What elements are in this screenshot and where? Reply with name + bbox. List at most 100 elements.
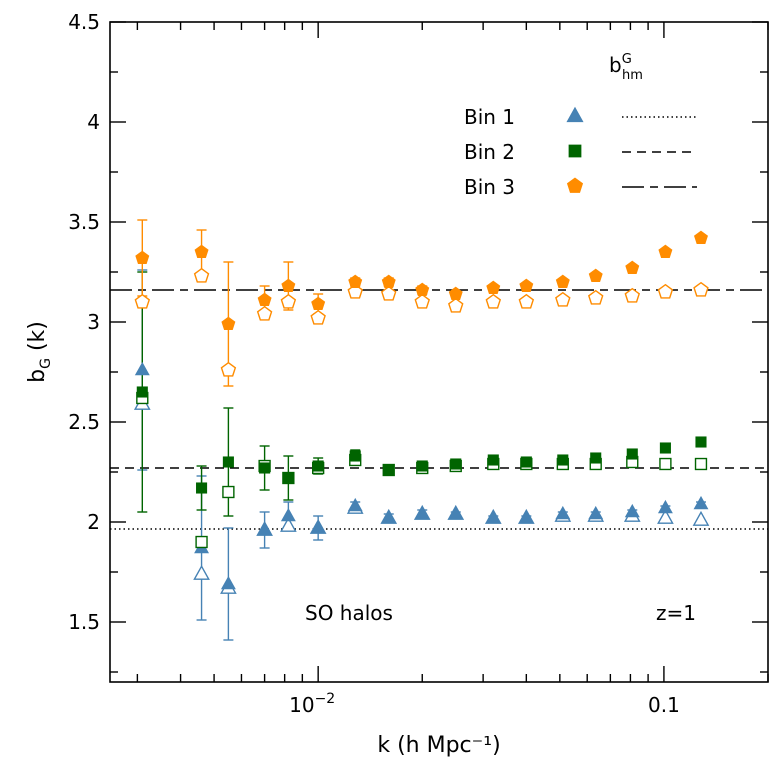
data-point-filled <box>282 472 294 484</box>
data-point-filled <box>257 521 273 536</box>
legend-label-bin-1: Bin 1 <box>464 105 515 129</box>
data-point-open <box>220 361 237 377</box>
data-point-filled <box>487 454 499 466</box>
data-point-open <box>587 289 604 305</box>
data-point-filled <box>281 278 296 292</box>
data-point-filled <box>485 509 501 524</box>
data-point-filled <box>624 503 640 518</box>
data-point-filled <box>519 278 534 292</box>
error-bars-layer <box>137 219 706 641</box>
data-point-open <box>694 457 708 471</box>
data-point-filled <box>347 497 363 512</box>
data-point-filled <box>625 260 640 274</box>
data-point-filled <box>196 482 208 494</box>
data-point-open <box>134 293 151 309</box>
reference-lines-layer <box>110 289 768 530</box>
data-point-open <box>448 297 464 313</box>
data-point-filled <box>657 499 673 514</box>
data-point-filled <box>259 462 271 474</box>
legend-marker-bin-1 <box>566 106 584 123</box>
data-point-open <box>518 293 535 309</box>
data-point-filled <box>310 519 326 534</box>
data-point-filled <box>136 386 148 398</box>
data-point-filled <box>695 436 707 448</box>
data-point-open <box>380 285 397 301</box>
y-tick-label: 2 <box>87 510 100 534</box>
data-point-open <box>193 267 210 283</box>
y-tick-label: 3 <box>87 310 100 334</box>
axis-text-layer: 1.5 2 2.5 3 3.5 4 4.5 10−2 0.1 k (h Mpc⁻¹) bG (k) S… <box>25 10 696 758</box>
legend-marker-bin-3 <box>566 177 584 193</box>
data-point-filled <box>194 244 209 258</box>
x-tick-label: 10−2 <box>289 691 335 717</box>
data-point-open <box>222 485 235 499</box>
y-tick-label: 4.5 <box>68 10 100 34</box>
data-point-filled <box>416 460 428 472</box>
legend-marker-bin-2 <box>568 144 582 158</box>
y-tick-label: 3.5 <box>68 210 100 234</box>
data-point-open <box>659 457 672 471</box>
data-point-filled <box>220 575 236 590</box>
annotation-halo-type: SO halos <box>305 601 393 625</box>
legend: bG hm Bin 1 Bin 2 Bin 3 <box>464 52 697 199</box>
data-point-filled <box>555 505 571 520</box>
data-point-filled <box>134 361 150 376</box>
x-tick-label: 0.1 <box>648 693 680 717</box>
data-point-filled <box>450 458 462 470</box>
data-point-open <box>256 305 273 321</box>
data-point-filled <box>414 505 430 520</box>
data-point-filled <box>694 230 708 244</box>
data-point-filled <box>693 495 709 510</box>
data-point-filled <box>590 452 602 464</box>
data-point-open <box>280 293 297 309</box>
points-layer <box>133 230 710 594</box>
data-point-filled <box>257 292 272 306</box>
data-point-filled <box>135 250 150 264</box>
y-tick-label: 1.5 <box>68 610 100 634</box>
legend-label-bin-3: Bin 3 <box>464 175 515 199</box>
data-point-open <box>414 293 430 309</box>
data-point-filled <box>626 448 638 460</box>
data-point-open <box>485 293 502 309</box>
data-point-filled <box>448 505 464 520</box>
y-axis-label: bG (k) <box>25 321 54 383</box>
data-point-open <box>692 510 710 526</box>
data-point-filled <box>222 456 234 468</box>
data-point-filled <box>312 460 324 472</box>
data-point-open <box>193 564 210 580</box>
data-point-filled <box>415 282 430 296</box>
data-point-filled <box>520 456 532 468</box>
legend-label-bin-2: Bin 2 <box>464 140 515 164</box>
data-point-filled <box>659 442 671 454</box>
data-point-filled <box>381 509 397 524</box>
data-point-filled <box>280 507 296 522</box>
data-point-open <box>310 309 326 325</box>
data-point-filled <box>588 505 604 520</box>
data-point-filled <box>448 286 463 300</box>
data-point-filled <box>486 280 501 294</box>
data-point-open <box>280 516 297 532</box>
data-point-open <box>195 535 208 549</box>
data-point-filled <box>311 296 326 310</box>
annotation-redshift: z=1 <box>656 601 696 625</box>
data-point-open <box>657 283 674 299</box>
x-axis-label: k (h Mpc⁻¹) <box>377 733 500 758</box>
data-point-open <box>347 283 363 299</box>
ticks-layer <box>110 21 769 682</box>
data-point-open <box>657 508 674 524</box>
data-point-filled <box>349 450 361 462</box>
data-point-filled <box>518 509 534 524</box>
data-point-filled <box>383 464 395 476</box>
data-point-filled <box>381 274 396 288</box>
y-tick-label: 4 <box>87 110 100 134</box>
data-point-filled <box>588 268 603 282</box>
data-point-filled <box>348 274 363 288</box>
legend-title: bG hm <box>609 52 643 83</box>
data-point-filled <box>557 454 569 466</box>
data-point-open <box>624 287 641 303</box>
data-point-filled <box>555 274 570 288</box>
data-point-filled <box>221 316 236 330</box>
data-point-open <box>555 291 571 307</box>
